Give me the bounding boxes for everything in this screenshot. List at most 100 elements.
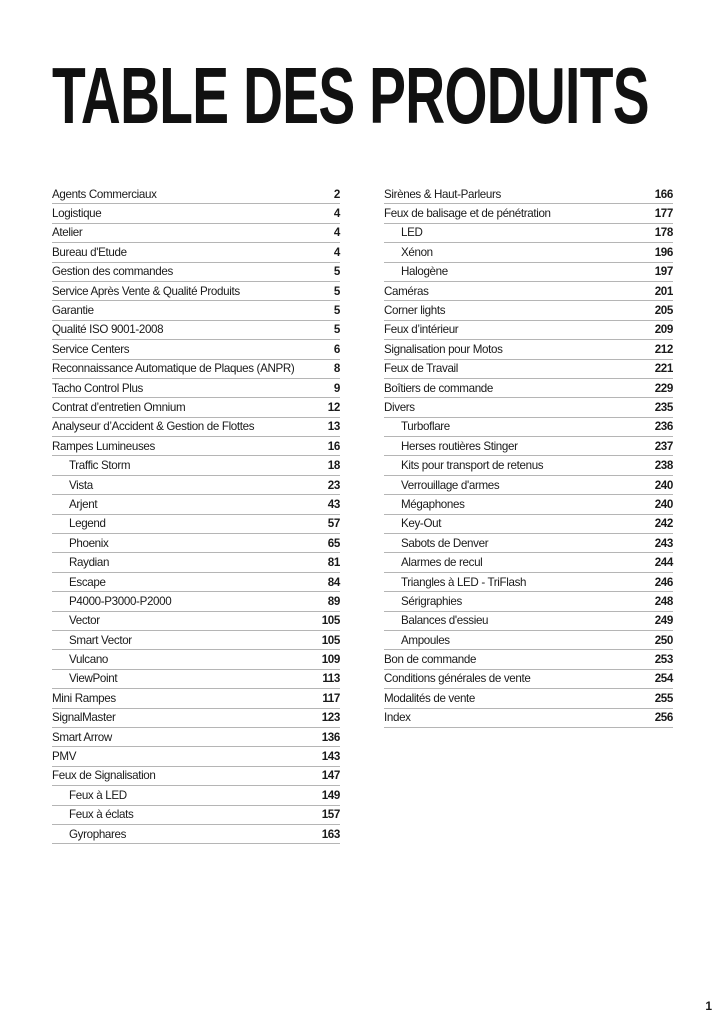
toc-entry-label: Logistique: [52, 207, 102, 221]
toc-subentry[interactable]: Escape 84: [52, 573, 341, 593]
toc-subentry[interactable]: Raydian 81: [52, 553, 340, 573]
toc-entry[interactable]: SignalMaster 123: [52, 709, 340, 728]
toc-entry-page: 136: [321, 730, 341, 744]
toc-entry-page: 5: [333, 323, 340, 337]
toc-entry[interactable]: Bureau d'Etude 4: [52, 243, 340, 263]
toc-subentry[interactable]: ViewPoint 113: [52, 670, 340, 690]
toc-entry[interactable]: Feux de Signalisation 147: [52, 767, 340, 787]
toc-entry-page: 105: [321, 633, 341, 647]
toc-entry[interactable]: Logistique 4: [52, 204, 340, 224]
toc-subentry[interactable]: Verrouillage d'armes 240: [384, 476, 673, 496]
toc-entry[interactable]: Qualité ISO 9001-2008 5: [52, 321, 340, 341]
toc-entry-page: 13: [327, 420, 341, 434]
toc-subentry[interactable]: P4000-P3000-P2000 89: [52, 592, 340, 612]
toc-entry[interactable]: Boîtiers de commande 229: [384, 379, 674, 399]
toc-subentry[interactable]: Triangles à LED - TriFlash 246: [384, 573, 673, 593]
page-title: TABLE DES PRODUITS: [52, 51, 650, 140]
toc-entry-label: Vista: [69, 478, 93, 492]
toc-subentry[interactable]: LED 178: [384, 224, 674, 244]
toc-subentry[interactable]: Sérigraphies 248: [384, 592, 673, 612]
toc-entry-page: 16: [327, 439, 341, 453]
toc-subentry[interactable]: Vector 105: [52, 612, 340, 631]
toc-subentry[interactable]: Phoenix 65: [52, 534, 340, 554]
toc-entry-page: 229: [654, 381, 674, 395]
toc-entry[interactable]: Sirènes & Haut-Parleurs 166: [384, 185, 673, 205]
toc-subentry[interactable]: Traffic Storm 18: [52, 456, 341, 476]
toc-entry[interactable]: Service Centers 6: [52, 340, 340, 360]
toc-entry-page: 4: [333, 245, 340, 259]
toc-subentry[interactable]: Sabots de Denver 243: [384, 534, 673, 554]
toc-entry-label: Traffic Storm: [69, 459, 131, 473]
toc-entry-label: ViewPoint: [69, 672, 118, 686]
toc-entry-page: 240: [654, 497, 674, 511]
toc-entry[interactable]: Divers 235: [384, 398, 673, 418]
toc-entry[interactable]: Caméras 201: [384, 282, 673, 302]
toc-entry[interactable]: Smart Arrow 136: [52, 728, 341, 748]
toc-entry-label: Legend: [69, 517, 106, 531]
toc-entry[interactable]: Bon de commande 253: [384, 650, 673, 670]
toc-entry-page: 5: [333, 284, 340, 298]
toc-entry-label: Ampoules: [401, 633, 450, 647]
toc-entry-label: Balances d'essieu: [401, 614, 489, 628]
toc-entry-page: 212: [654, 342, 674, 356]
toc-entry[interactable]: Index 256: [384, 709, 673, 728]
toc-entry[interactable]: Contrat d’entretien Omnium 12: [52, 398, 341, 418]
toc-subentry[interactable]: Key-Out 242: [384, 515, 674, 535]
toc-subentry[interactable]: Gyrophares 163: [52, 825, 340, 845]
toc-entry[interactable]: Conditions générales de vente 254: [384, 670, 673, 690]
toc-entry[interactable]: Corner lights 205: [384, 301, 673, 321]
toc-entry[interactable]: Tacho Control Plus 9: [52, 379, 340, 399]
toc-subentry[interactable]: Kits pour transport de retenus 238: [384, 456, 673, 476]
toc-entry-label: Feux à LED: [69, 788, 127, 802]
toc-entry-page: 84: [327, 575, 341, 589]
toc-entry-label: Rampes Lumineuses: [52, 439, 155, 453]
toc-entry[interactable]: Analyseur d’Accident & Gestion de Flotte…: [52, 418, 341, 438]
toc-entry-label: P4000-P3000-P2000: [69, 594, 172, 608]
toc-subentry[interactable]: Feux à éclats 157: [52, 806, 340, 825]
toc-entry-label: Gyrophares: [69, 827, 127, 841]
toc-right-column: Sirènes & Haut-Parleurs 166 Feux de balisa…: [384, 185, 673, 728]
toc-entry[interactable]: Rampes Lumineuses 16: [52, 437, 341, 457]
toc-entry[interactable]: Feux de balisage et de pénétration 177: [384, 204, 673, 224]
toc-entry-page: 18: [327, 459, 341, 473]
toc-entry-page: 178: [654, 226, 674, 240]
toc-subentry[interactable]: Xénon 196: [384, 243, 674, 263]
toc-entry[interactable]: Agents Commerciaux 2: [52, 185, 340, 205]
toc-subentry[interactable]: Legend 57: [52, 515, 340, 535]
toc-entry-page: 12: [327, 400, 341, 414]
toc-subentry[interactable]: Smart Vector 105: [52, 631, 341, 651]
toc-subentry[interactable]: Balances d'essieu 249: [384, 612, 673, 631]
toc-subentry[interactable]: Mégaphones 240: [384, 495, 674, 515]
toc-entry[interactable]: Feux d’intérieur 209: [384, 321, 673, 341]
toc-entry[interactable]: PMV 143: [52, 747, 340, 767]
toc-entry[interactable]: Reconnaissance Automatique de Plaques (A…: [52, 360, 340, 379]
toc-entry[interactable]: Modalités de vente 255: [384, 689, 673, 709]
toc-subentry[interactable]: Ampoules 250: [384, 631, 673, 651]
toc-subentry[interactable]: Halogène 197: [384, 263, 673, 282]
toc-entry-page: 196: [654, 245, 674, 259]
toc-entry-label: Reconnaissance Automatique de Plaques (A…: [52, 362, 295, 376]
toc-subentry[interactable]: Arjent 43: [52, 495, 340, 515]
toc-entry[interactable]: Feux de Travail 221: [384, 360, 673, 379]
toc-entry[interactable]: Atelier 4: [52, 224, 340, 244]
toc-entry-label: Caméras: [384, 284, 429, 298]
toc-entry-page: 221: [654, 362, 674, 376]
toc-entry-label: Sérigraphies: [401, 594, 462, 608]
toc-subentry[interactable]: Herses routières Stinger 237: [384, 437, 673, 457]
toc-subentry[interactable]: Alarmes de recul 244: [384, 553, 673, 573]
toc-subentry[interactable]: Vulcano 109: [52, 650, 340, 670]
toc-entry-page: 236: [654, 420, 674, 434]
toc-entry[interactable]: Service Après Vente & Qualité Produits 5: [52, 282, 340, 302]
toc-entry-page: 242: [654, 517, 674, 531]
toc-entry[interactable]: Signalisation pour Motos 212: [384, 340, 674, 360]
toc-entry-label: Service Après Vente & Qualité Produits: [52, 284, 240, 298]
toc-subentry[interactable]: Vista 23: [52, 476, 340, 496]
toc-entry[interactable]: Gestion des commandes 5: [52, 263, 340, 282]
toc-subentry[interactable]: Feux à LED 149: [52, 786, 340, 806]
toc-entry[interactable]: Mini Rampes 117: [52, 689, 340, 709]
toc-entry-label: Divers: [384, 400, 415, 414]
toc-subentry[interactable]: Turboflare 236: [384, 418, 674, 438]
toc-entry-label: Arjent: [69, 497, 98, 511]
toc-entry[interactable]: Garantie 5: [52, 301, 340, 321]
toc-entry-page: 5: [333, 265, 340, 279]
